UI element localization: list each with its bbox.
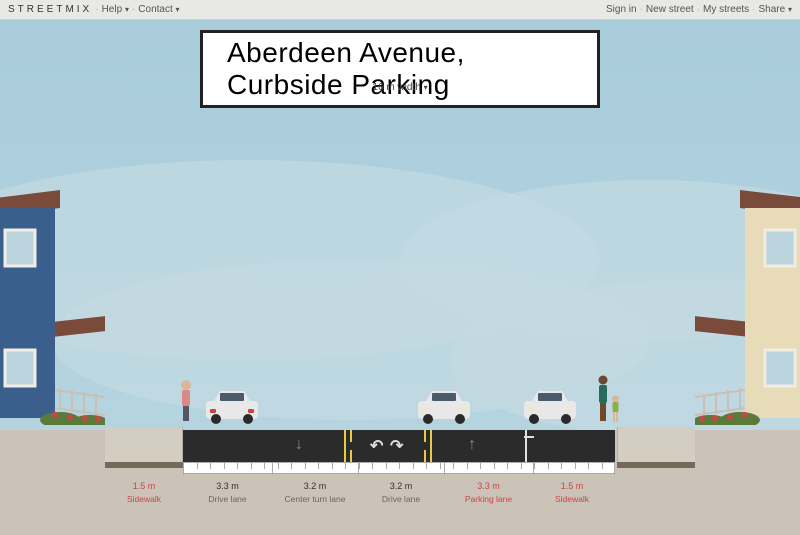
segment-drive-lane[interactable]: 3.3 m Drive lane: [183, 475, 272, 504]
sidewalk-left-segment[interactable]: [105, 427, 183, 462]
separator: ·: [95, 4, 98, 15]
lane-line-icon: [525, 430, 527, 462]
chevron-down-icon: ▾: [788, 5, 792, 14]
width-label[interactable]: 16 m width ▾: [372, 82, 427, 93]
car-icon: [518, 387, 582, 430]
pedestrian-icon: [178, 379, 194, 428]
separator: ·: [752, 4, 755, 15]
ruler: [183, 462, 615, 474]
segment-name: Sidewalk: [555, 494, 589, 504]
arrow-turn-icon: ↷: [390, 436, 403, 456]
street-title[interactable]: Aberdeen Avenue, Curbside Parking: [200, 30, 600, 108]
segment-width: 1.5 m: [561, 481, 584, 491]
signin-link[interactable]: Sign in: [606, 4, 637, 15]
lane-dash-icon: [424, 430, 426, 442]
building-right[interactable]: [695, 190, 800, 430]
chevron-down-icon: ▾: [424, 83, 428, 92]
chevron-down-icon: ▾: [176, 5, 180, 14]
menubar: STREETMIX · Help ▾ · Contact ▾ Sign in ·…: [0, 0, 800, 20]
separator: ·: [640, 4, 643, 15]
segment-width: 3.3 m: [477, 481, 500, 491]
lane-dash-icon: [424, 450, 426, 462]
segment-name: Sidewalk: [127, 494, 161, 504]
segment-width: 3.2 m: [390, 481, 413, 491]
dirt-right: [617, 462, 695, 468]
segment-name: Parking lane: [465, 494, 512, 504]
child-icon: [610, 395, 621, 428]
separator: ·: [697, 4, 700, 15]
menubar-left: STREETMIX · Help ▾ · Contact ▾: [8, 4, 180, 15]
pedestrian-icon: [595, 375, 611, 428]
chevron-down-icon: ▾: [125, 5, 129, 14]
segment-center-turn[interactable]: 3.2 m Center turn lane: [272, 475, 358, 504]
segment-name: Center turn lane: [285, 494, 346, 504]
separator: ·: [132, 4, 135, 15]
lane-dash-icon: [350, 430, 352, 442]
lane-line-icon: [430, 430, 432, 462]
lane-dash-icon: [350, 450, 352, 462]
segment-drive-lane[interactable]: 3.2 m Drive lane: [358, 475, 444, 504]
car-icon: [412, 387, 476, 430]
segment-name: Drive lane: [208, 494, 246, 504]
new-street-link[interactable]: New street: [646, 4, 694, 15]
parking-t-icon: [524, 436, 534, 438]
segment-name: Drive lane: [382, 494, 420, 504]
segment-sidewalk-right[interactable]: 1.5 m Sidewalk: [533, 475, 611, 504]
segment-labels: 1.5 m Sidewalk 3.3 m Drive lane 3.2 m Ce…: [105, 475, 693, 504]
arrow-down-icon: ↓: [295, 436, 303, 454]
segment-width: 1.5 m: [133, 481, 156, 491]
help-menu[interactable]: Help ▾: [102, 4, 129, 15]
arrow-turn-icon: ↶: [370, 436, 383, 456]
segment-width: 3.2 m: [304, 481, 327, 491]
building-left[interactable]: [0, 190, 105, 430]
contact-menu[interactable]: Contact ▾: [138, 4, 179, 15]
sidewalk-right-segment[interactable]: [617, 427, 695, 462]
segment-sidewalk-left[interactable]: 1.5 m Sidewalk: [105, 475, 183, 504]
segment-parking-lane[interactable]: 3.3 m Parking lane: [444, 475, 533, 504]
my-streets-link[interactable]: My streets: [703, 4, 749, 15]
brand[interactable]: STREETMIX: [8, 4, 92, 15]
share-menu[interactable]: Share ▾: [759, 4, 792, 15]
car-icon: [200, 387, 264, 430]
lane-line-icon: [344, 430, 346, 462]
arrow-up-icon: ↑: [468, 436, 476, 454]
dirt-left: [105, 462, 183, 468]
segment-width: 3.3 m: [216, 481, 239, 491]
menubar-right: Sign in · New street · My streets · Shar…: [606, 4, 792, 15]
